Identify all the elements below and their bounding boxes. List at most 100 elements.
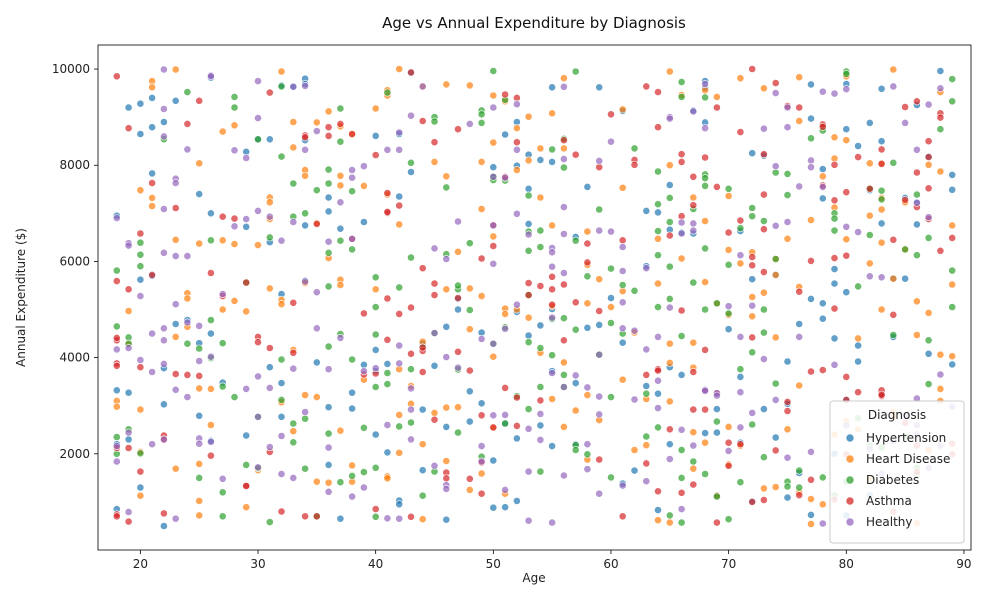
data-point: [289, 82, 298, 91]
data-point: [677, 229, 686, 238]
data-point: [548, 272, 556, 281]
legend-label: Healthy: [866, 515, 913, 529]
data-point: [171, 300, 180, 309]
data-point: [489, 103, 498, 112]
data-point: [783, 169, 792, 178]
data-point: [665, 425, 674, 434]
data-point: [536, 321, 545, 330]
data-point: [877, 273, 886, 282]
data-point: [524, 112, 533, 121]
data-point: [865, 184, 874, 193]
data-point: [548, 369, 556, 377]
data-point: [524, 331, 533, 340]
data-point: [654, 404, 662, 412]
data-point: [383, 369, 392, 377]
data-point: [395, 410, 404, 419]
data-point: [818, 122, 827, 131]
data-point: [795, 320, 804, 328]
data-point: [324, 429, 333, 438]
data-point: [454, 294, 462, 302]
data-point: [654, 208, 662, 217]
data-point: [818, 500, 827, 509]
data-point: [136, 363, 145, 372]
data-point: [760, 288, 768, 297]
data-point: [230, 222, 239, 231]
data-point: [171, 179, 180, 187]
data-point: [665, 218, 674, 226]
data-point: [407, 512, 415, 521]
data-point: [877, 186, 886, 195]
data-point: [430, 361, 439, 370]
data-point: [560, 203, 568, 211]
data-point: [665, 440, 674, 449]
data-point: [242, 482, 251, 490]
data-point: [595, 320, 604, 329]
data-point: [206, 329, 215, 338]
data-point: [948, 75, 957, 83]
data-point: [407, 303, 415, 312]
data-point: [265, 284, 274, 293]
data-point: [265, 383, 274, 392]
y-tick-label: 10000: [52, 62, 90, 76]
x-tick-label: 30: [250, 557, 265, 571]
data-point: [548, 313, 556, 322]
data-point: [595, 156, 604, 165]
data-point: [807, 520, 815, 528]
data-point: [407, 435, 415, 444]
data-point: [642, 82, 651, 91]
data-point: [477, 469, 486, 478]
data-point: [442, 183, 451, 192]
data-point: [595, 350, 604, 359]
data-point: [818, 194, 827, 203]
data-point: [701, 80, 709, 88]
data-point: [312, 219, 321, 228]
data-point: [148, 94, 156, 102]
data-point: [171, 332, 180, 341]
data-point: [136, 186, 145, 195]
data-point: [265, 363, 274, 372]
data-point: [136, 405, 145, 414]
data-point: [548, 518, 556, 527]
data-point: [536, 435, 545, 444]
data-point: [136, 262, 145, 271]
data-point: [689, 278, 698, 287]
data-point: [418, 264, 427, 273]
legend-marker: [845, 475, 855, 485]
data-point: [218, 305, 227, 314]
data-point: [489, 138, 498, 147]
data-point: [842, 222, 851, 231]
data-point: [724, 446, 733, 455]
data-point: [371, 512, 380, 521]
data-point: [324, 131, 333, 140]
data-point: [807, 294, 815, 303]
data-point: [795, 182, 804, 191]
data-point: [689, 464, 698, 473]
data-point: [689, 338, 698, 347]
data-point: [760, 355, 768, 363]
data-point: [171, 204, 180, 212]
data-point: [183, 294, 192, 303]
data-point: [442, 515, 451, 524]
data-point: [489, 503, 498, 512]
data-point: [689, 457, 698, 466]
data-point: [395, 514, 404, 523]
data-point: [124, 124, 133, 133]
data-point: [383, 145, 392, 154]
data-point: [206, 437, 215, 446]
data-point: [783, 482, 792, 491]
data-point: [524, 467, 533, 476]
data-point: [454, 363, 462, 372]
data-point: [924, 100, 933, 109]
data-point: [395, 359, 404, 368]
data-point: [513, 393, 521, 402]
data-point: [324, 443, 333, 452]
data-point: [348, 355, 356, 364]
data-point: [760, 484, 768, 493]
data-point: [913, 251, 921, 260]
data-point: [489, 352, 498, 361]
legend-marker: [845, 433, 855, 443]
data-point: [324, 282, 333, 291]
data-point: [595, 489, 604, 498]
data-point: [171, 514, 180, 523]
data-point: [818, 165, 827, 173]
